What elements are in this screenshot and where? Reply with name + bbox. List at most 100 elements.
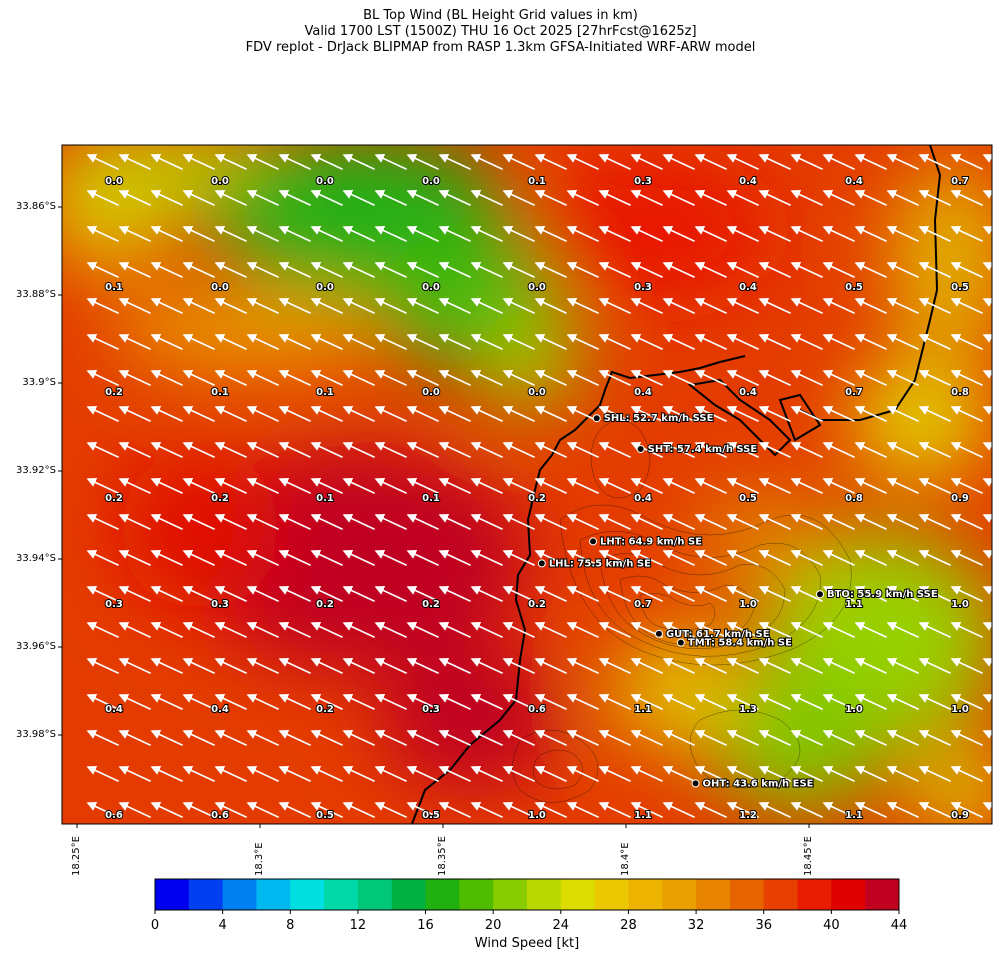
wind-arrow [662,334,695,351]
wind-arrow [726,550,759,567]
wind-arrow [502,514,535,531]
grid-value-label: 1.1 [634,810,652,821]
x-tick-label: 18.35°E [437,836,448,876]
wind-arrow [310,298,343,315]
grid-value-label: 0.5 [316,810,334,821]
colorbar [154,878,900,914]
grid-value-label: 0.0 [528,282,546,293]
wind-arrow [214,442,247,459]
wind-arrow [342,190,375,207]
wind-arrow [278,262,311,279]
wind-arrow [438,586,471,603]
wind-arrow [758,334,791,351]
grid-value-label: 1.0 [951,599,969,610]
wind-arrow [406,334,439,351]
wind-arrow [246,586,279,603]
grid-value-label: 0.3 [634,282,652,293]
wind-arrow [950,586,983,603]
wind-arrow [950,658,983,675]
wind-arrow [438,334,471,351]
wind-arrow [502,586,535,603]
wind-arrow [822,154,855,171]
wind-arrow [598,262,631,279]
wind-arrow [822,694,855,711]
wind-arrow [566,262,599,279]
grid-value-label: 0.4 [211,704,229,715]
wind-arrow [726,154,759,171]
wind-arrow [342,802,375,819]
wind-arrow [214,334,247,351]
wind-arrow [342,154,375,171]
wind-arrow [342,622,375,639]
grid-value-label: 0.1 [211,387,229,398]
wind-arrow [86,190,119,207]
wind-arrow [310,550,343,567]
wind-arrow [278,298,311,315]
wind-arrow [214,658,247,675]
wind-arrow [118,550,151,567]
wind-arrow [630,514,663,531]
wind-arrow [758,226,791,243]
wind-arrow [342,766,375,783]
wind-arrow [406,550,439,567]
wind-arrow [982,334,992,343]
grid-value-label: 1.0 [951,704,969,715]
station-label: BTO: 55.9 km/h SSE [827,589,938,600]
wind-arrow [758,370,791,387]
grid-value-label: 0.0 [316,282,334,293]
wind-arrow [662,766,695,783]
wind-arrow [278,658,311,675]
wind-arrow [374,334,407,351]
wind-arrow [246,550,279,567]
y-tick-label: 33.86°S [16,201,56,212]
y-tick-label: 33.88°S [16,289,56,300]
station-marker [815,590,824,599]
wind-arrow [342,478,375,495]
wind-arrow [150,226,183,243]
wind-arrow [470,190,503,207]
wind-arrow [86,298,119,315]
wind-arrow [438,622,471,639]
wind-arrow [758,694,791,711]
station-label: LHT: 64.9 km/h SE [600,536,702,547]
axis-ticks [58,206,810,828]
wind-arrow [918,622,951,639]
wind-arrow [182,190,215,207]
grid-value-label: 0.6 [105,810,123,821]
wind-arrow [374,802,407,819]
wind-arrow [630,154,663,171]
wind-arrow [246,730,279,747]
grid-value-label: 0.4 [845,176,863,187]
colorbar-swatch [391,879,427,910]
colorbar-swatch [560,879,596,910]
wind-arrow [758,190,791,207]
wind-arrow [214,406,247,423]
wind-arrow [278,442,311,459]
wind-arrow [438,226,471,243]
wind-arrow [342,298,375,315]
wind-arrow [694,190,727,207]
wind-arrow [886,658,919,675]
grid-value-label: 1.3 [739,704,757,715]
grid-value-label: 0.4 [739,282,757,293]
wind-arrow [278,730,311,747]
wind-arrow [918,766,951,783]
grid-value-label: 0.1 [316,387,334,398]
wind-arrow [214,262,247,279]
wind-arrow [182,370,215,387]
wind-arrow [150,370,183,387]
wind-arrow [918,226,951,243]
grid-value-label: 0.8 [951,387,969,398]
wind-arrow [182,802,215,819]
wind-arrow [726,406,759,423]
wind-arrow [918,262,951,279]
wind-arrow [86,370,119,387]
wind-arrow [566,658,599,675]
colorbar-swatch [290,879,325,910]
wind-arrow [950,226,983,243]
wind-arrow [918,298,951,315]
wind-arrow [86,154,119,171]
wind-arrow [278,550,311,567]
wind-arrow [438,370,471,387]
wind-arrow [342,406,375,423]
